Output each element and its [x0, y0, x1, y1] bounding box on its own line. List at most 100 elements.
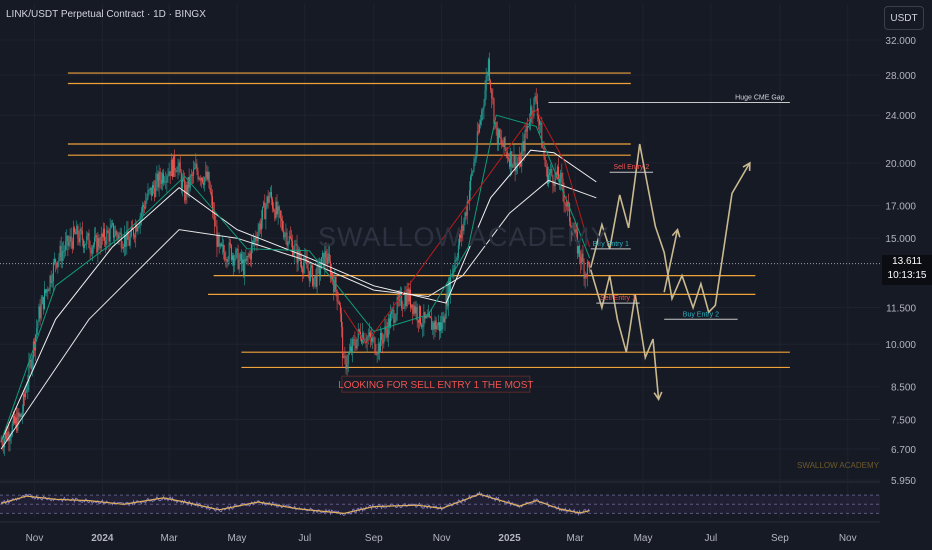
candle-body — [435, 320, 437, 330]
candle-body — [427, 313, 429, 318]
candle-body — [245, 258, 247, 261]
candle-body — [440, 322, 442, 331]
candle-body — [561, 172, 563, 179]
candle-body — [539, 119, 541, 125]
candle-body — [260, 219, 262, 230]
candle-body — [417, 320, 419, 323]
candle-body — [9, 438, 11, 442]
candle-body — [422, 326, 424, 328]
candle-body — [139, 216, 141, 226]
candle-body — [338, 302, 340, 306]
candle-body — [460, 234, 462, 238]
candle-body — [400, 293, 402, 296]
candle-body — [149, 187, 151, 190]
forecast-arrowhead — [653, 391, 663, 401]
price-axis[interactable]: 32.000 28.000 24.000 20.000 17.000 15.000 11.5… — [885, 36, 916, 487]
candle-body — [133, 229, 135, 237]
candle-body — [169, 171, 171, 177]
y-tick-label: 8.500 — [891, 383, 916, 394]
currency-badge[interactable]: USDT — [884, 6, 924, 30]
candle-body — [418, 306, 420, 323]
candle-body — [193, 169, 195, 176]
candle-body — [480, 120, 482, 125]
candle-body — [292, 240, 294, 256]
candle-body — [17, 412, 19, 431]
candle-body — [13, 415, 15, 424]
forecast-arrows — [589, 143, 751, 401]
candle-body — [402, 308, 404, 309]
candle-body — [240, 253, 242, 264]
candle-body — [527, 125, 529, 127]
candle-body — [351, 346, 353, 353]
candle-body — [575, 229, 577, 232]
candle-body — [61, 251, 63, 262]
candle-body — [523, 141, 525, 152]
x-tick-label: Mar — [567, 533, 585, 544]
candle-body — [38, 306, 40, 322]
candle-body — [366, 336, 368, 343]
candle-body — [407, 288, 409, 302]
time-axis[interactable]: Nov 2024 Mar May Jul Sep Nov 2025 Mar May Jul Sep No… — [26, 533, 857, 544]
x-tick-label: 2025 — [498, 533, 521, 544]
candle-body — [586, 261, 588, 277]
candle-body — [448, 281, 450, 295]
candle-body — [382, 339, 384, 344]
candle-body — [246, 256, 248, 261]
candle-body — [309, 267, 311, 281]
candle-body — [153, 185, 155, 189]
candle-body — [148, 189, 150, 191]
candle-body — [222, 244, 224, 246]
candle-body — [110, 224, 112, 228]
candle-body — [315, 275, 317, 287]
candle-body — [368, 332, 370, 337]
candle-body — [52, 262, 54, 282]
candle-body — [352, 339, 354, 353]
candle-body — [141, 205, 143, 213]
candle-body — [313, 277, 315, 286]
candle-body — [168, 171, 170, 176]
candle-body — [579, 243, 581, 257]
candle-body — [474, 159, 476, 163]
candle-body — [295, 244, 297, 245]
candle-body — [468, 190, 470, 204]
candle-body — [355, 345, 357, 349]
candle-body — [36, 328, 38, 335]
candle-body — [279, 210, 281, 219]
candle-body — [576, 231, 578, 254]
candle-body — [124, 235, 126, 247]
candle-body — [119, 232, 121, 234]
candle-body — [434, 320, 436, 330]
candle-body — [544, 157, 546, 167]
candle-body — [289, 236, 291, 239]
candle-body — [543, 148, 545, 158]
candle-body — [239, 253, 241, 260]
candle-body — [175, 170, 177, 172]
candle-body — [213, 211, 215, 213]
candle-body — [519, 156, 521, 165]
candle-body — [128, 239, 130, 246]
candle-body — [46, 289, 48, 293]
candle-body — [555, 171, 557, 176]
candle-body — [194, 168, 196, 170]
candle-body — [525, 130, 527, 132]
candle-body — [392, 309, 394, 312]
candle-body — [235, 249, 237, 259]
candle-body — [156, 173, 158, 181]
candle-body — [371, 336, 373, 342]
candle-body — [374, 337, 376, 353]
candle-body — [51, 281, 53, 283]
candle-body — [211, 196, 213, 213]
candle-body — [280, 218, 282, 221]
candle-body — [137, 227, 139, 232]
candle-body — [391, 311, 393, 315]
candle-body — [378, 343, 380, 353]
candle-body — [285, 232, 287, 235]
candle-body — [571, 227, 573, 235]
candle-body — [540, 123, 542, 125]
candle-body — [443, 316, 445, 323]
candle-body — [195, 163, 197, 169]
candle-body — [50, 275, 52, 283]
moving-averages — [0, 108, 597, 450]
candle-body — [306, 260, 308, 269]
